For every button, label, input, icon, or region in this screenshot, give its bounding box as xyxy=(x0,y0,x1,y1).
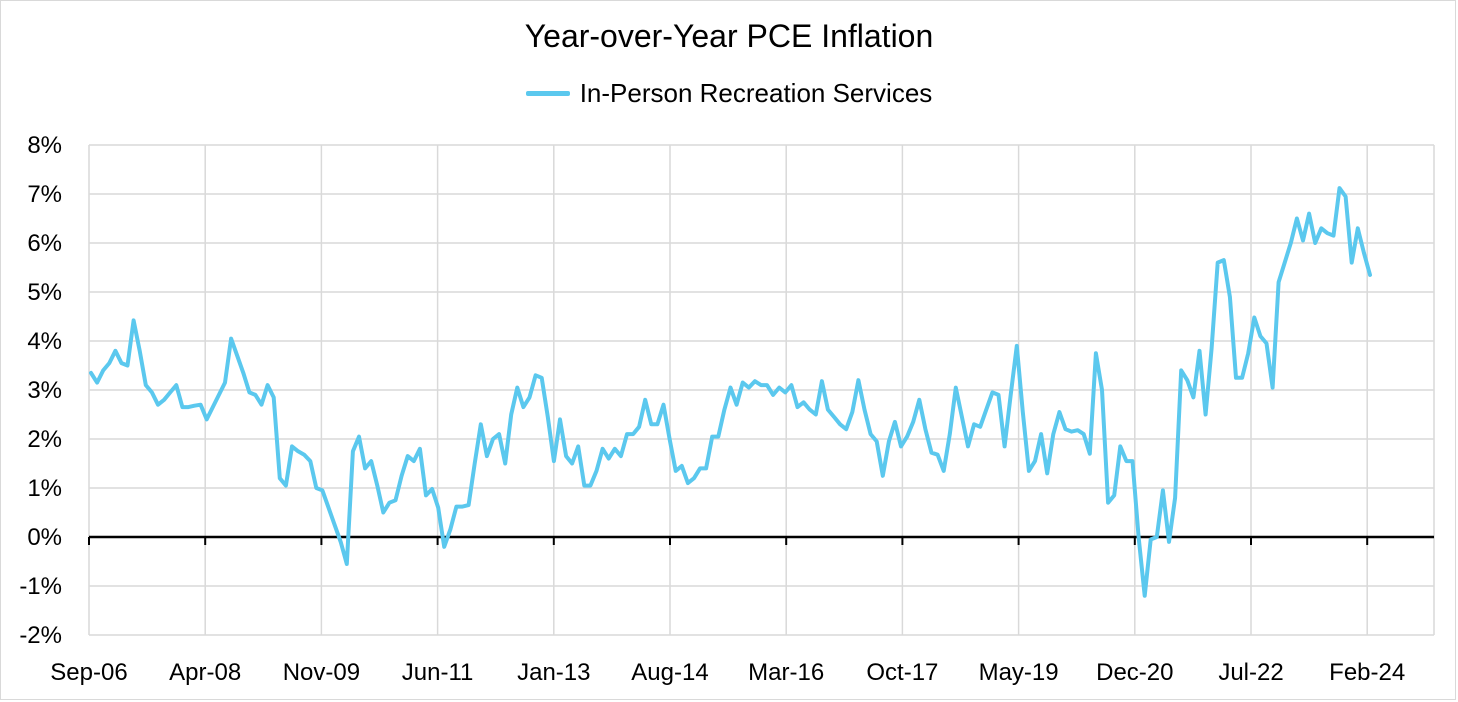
x-axis-ticks: Sep-06 Apr-08 Nov-09 Jun-11 Jan-13 Aug-14 Mar-… xyxy=(50,537,1405,686)
x-tick-label: Sep-06 xyxy=(50,659,127,686)
x-tick-label: Dec-20 xyxy=(1096,659,1173,686)
gridlines xyxy=(88,144,1435,636)
x-tick-label: Mar-16 xyxy=(748,659,824,686)
y-tick-label: 6% xyxy=(27,230,62,257)
chart-title: Year-over-Year PCE Inflation xyxy=(524,18,934,54)
legend-label: In-Person Recreation Services xyxy=(579,78,933,108)
y-tick-label: 5% xyxy=(27,279,62,306)
y-tick-label: 2% xyxy=(27,426,62,453)
y-tick-label: 0% xyxy=(27,524,62,551)
y-tick-label: 1% xyxy=(27,475,62,502)
legend: In-Person Recreation Services xyxy=(0,78,1458,109)
x-tick-label: Nov-09 xyxy=(283,659,360,686)
series-layer xyxy=(89,186,1372,598)
y-tick-label: 3% xyxy=(27,377,62,404)
x-tick-label: Jan-13 xyxy=(517,659,590,686)
y-tick-label: -1% xyxy=(19,573,62,600)
x-tick-label: Apr-08 xyxy=(169,659,241,686)
x-tick-label: Aug-14 xyxy=(631,659,708,686)
x-tick-label: May-19 xyxy=(979,659,1059,686)
y-tick-label: 7% xyxy=(27,181,62,208)
y-tick-label: 4% xyxy=(27,328,62,355)
series-line-in-person-recreation-services xyxy=(89,186,1372,598)
x-tick-label: Feb-24 xyxy=(1329,659,1405,686)
x-tick-label: Oct-17 xyxy=(866,659,938,686)
legend-swatch xyxy=(525,91,570,96)
x-tick-label: Jul-22 xyxy=(1218,659,1283,686)
x-tick-label: Jun-11 xyxy=(402,659,474,686)
y-tick-label: 8% xyxy=(27,132,62,159)
y-axis-ticks: 8% 7% 6% 5% 4% 3% 2% 1% 0% -1% -2% xyxy=(19,132,62,649)
y-tick-label: -2% xyxy=(19,622,62,649)
